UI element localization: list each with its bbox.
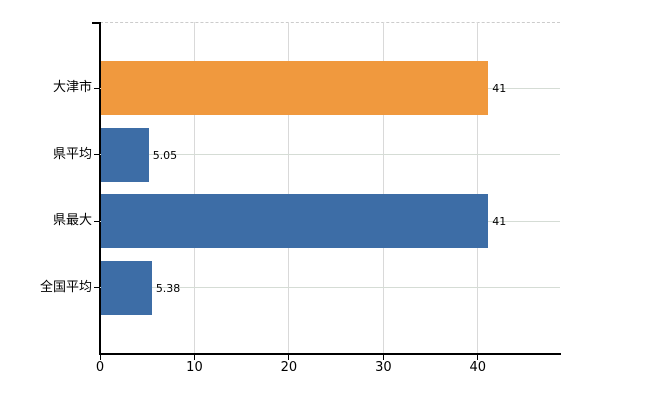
x-gridline (193, 22, 195, 353)
x-gridline (382, 22, 384, 353)
y-axis-tick (94, 287, 100, 289)
x-tick-label: 30 (375, 360, 392, 375)
y-axis-top-tick (92, 22, 100, 24)
x-tick-label: 10 (186, 360, 203, 375)
x-axis-tick (477, 355, 479, 360)
bar-value-label: 5.05 (152, 148, 178, 162)
bar-全国平均 (101, 260, 152, 315)
x-gridline (477, 22, 479, 353)
y-axis-tick (94, 154, 100, 156)
x-axis-tick (382, 355, 384, 360)
x-tick-label: 40 (469, 360, 487, 375)
y-axis-tick (94, 220, 100, 222)
y-axis-line (99, 22, 101, 354)
bar-value-label: 5.38 (155, 281, 181, 295)
bar-県最大 (101, 194, 489, 249)
bar-value-label: 41 (492, 215, 507, 229)
category-label: 県最大 (52, 213, 92, 229)
y-axis-tick (94, 87, 100, 89)
category-label: 全国平均 (39, 279, 92, 295)
category-label: 大津市 (52, 80, 92, 96)
x-tick-label: 20 (280, 360, 298, 375)
bar-県平均 (101, 127, 149, 182)
x-gridline (288, 22, 290, 353)
x-axis-tick (193, 355, 195, 360)
bar-value-label: 41 (492, 82, 507, 96)
bar-大津市 (101, 61, 489, 116)
x-tick-label: 0 (95, 360, 105, 375)
plot-top-border (100, 22, 560, 23)
y-gridline (100, 287, 560, 289)
x-axis-tick (99, 355, 101, 360)
category-label: 県平均 (52, 146, 92, 162)
x-axis-tick (288, 355, 290, 360)
x-axis-line (99, 353, 561, 355)
y-gridline (100, 154, 560, 156)
